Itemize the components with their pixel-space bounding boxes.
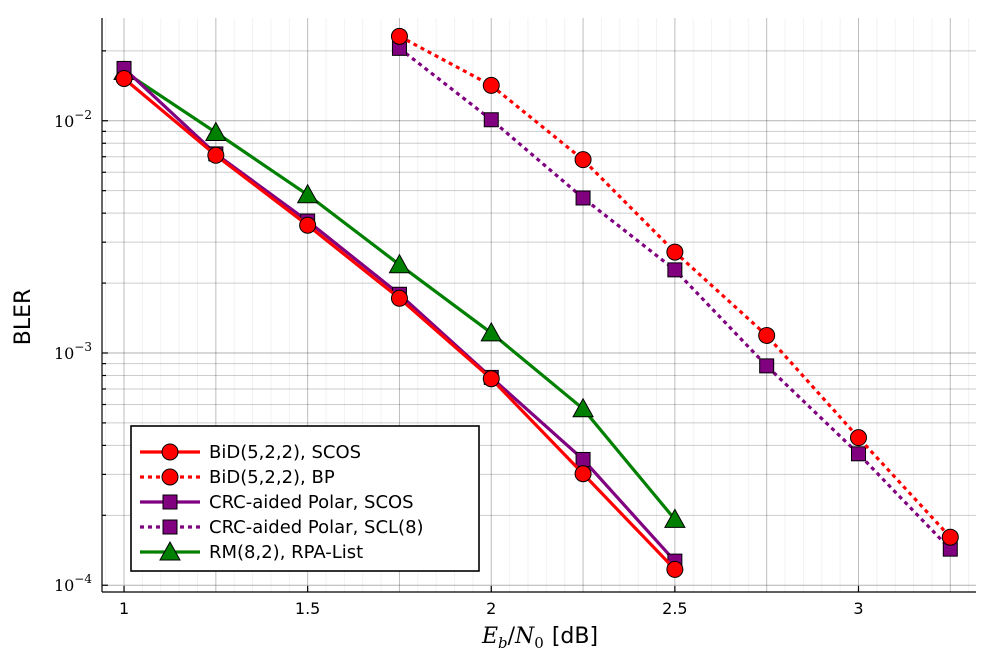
- data-point: [204, 121, 227, 142]
- tick-labels: 1 1.5 2 2.5 3 10−2 10−3 10−4: [54, 108, 864, 618]
- legend-marker: [161, 443, 179, 461]
- data-point: [850, 446, 866, 462]
- x-axis-label-e: E: [481, 624, 498, 649]
- legend-entry: CRC-aided Polar, SCL(8): [140, 517, 424, 538]
- legend-box: [130, 425, 480, 572]
- data-point: [667, 262, 683, 278]
- data-point: [115, 70, 133, 88]
- legend-marker: [162, 494, 178, 510]
- x-axis-label: Eb/N0 [dB]: [481, 624, 598, 652]
- data-point: [388, 253, 411, 274]
- legend-label: CRC-aided Polar, SCL(8): [209, 517, 424, 538]
- legend-marker: [162, 519, 178, 535]
- data-point: [574, 151, 592, 169]
- data-point: [296, 183, 319, 204]
- data-point: [480, 321, 503, 342]
- series-layer: [113, 27, 959, 578]
- y-tick-label: 10−3: [54, 340, 92, 363]
- series-3: [391, 40, 958, 557]
- data-point: [664, 508, 686, 528]
- data-point: [758, 326, 776, 344]
- x-tick-label: 2: [486, 599, 496, 618]
- legend-entry: RM(8,2), RPA-List: [140, 540, 363, 563]
- data-point: [575, 190, 591, 206]
- series-1: [390, 27, 959, 546]
- x-axis-label-slash: /: [508, 624, 516, 649]
- x-axis-label-unit: [dB]: [552, 624, 598, 649]
- legend-entry: BiD(5,2,2), BP: [140, 467, 335, 488]
- data-point: [483, 112, 499, 128]
- data-point: [574, 465, 592, 483]
- series-0: [115, 70, 684, 578]
- data-point: [575, 451, 591, 467]
- axes: [101, 18, 976, 593]
- x-tick-label: 2.5: [662, 599, 687, 618]
- legend-marker: [161, 468, 179, 486]
- legend-marker: [159, 540, 181, 561]
- data-point: [207, 146, 225, 164]
- y-tick-label: 10−2: [54, 108, 92, 131]
- x-tick-label: 1.5: [295, 599, 320, 618]
- data-point: [390, 289, 408, 307]
- x-tick-label: 3: [853, 599, 863, 618]
- legend-label: CRC-aided Polar, SCOS: [209, 492, 414, 513]
- y-tick-label: 10−4: [54, 572, 92, 595]
- y-axis-label: BLER: [11, 289, 36, 346]
- data-point: [666, 560, 684, 578]
- legend-label: RM(8,2), RPA-List: [209, 542, 363, 563]
- data-point: [849, 429, 867, 447]
- legend: BiD(5,2,2), SCOS BiD(5,2,2), BP CRC-aided …: [130, 425, 480, 572]
- data-point: [572, 397, 594, 418]
- x-axis-label-sub-b: b: [498, 634, 508, 652]
- x-axis-label-sub-zero: 0: [534, 634, 544, 652]
- legend-entry: CRC-aided Polar, SCOS: [140, 492, 414, 513]
- legend-label: BiD(5,2,2), SCOS: [209, 442, 361, 463]
- data-point: [759, 358, 775, 374]
- legend-entry: BiD(5,2,2), SCOS: [140, 442, 361, 463]
- data-point: [299, 216, 317, 234]
- legend-label: BiD(5,2,2), BP: [209, 467, 335, 488]
- x-tick-label: 1: [119, 599, 129, 618]
- data-point: [482, 370, 500, 388]
- data-point: [482, 76, 500, 94]
- data-point: [941, 528, 959, 546]
- data-point: [390, 27, 408, 45]
- x-axis-label-n: N: [514, 624, 535, 649]
- data-point: [666, 243, 684, 261]
